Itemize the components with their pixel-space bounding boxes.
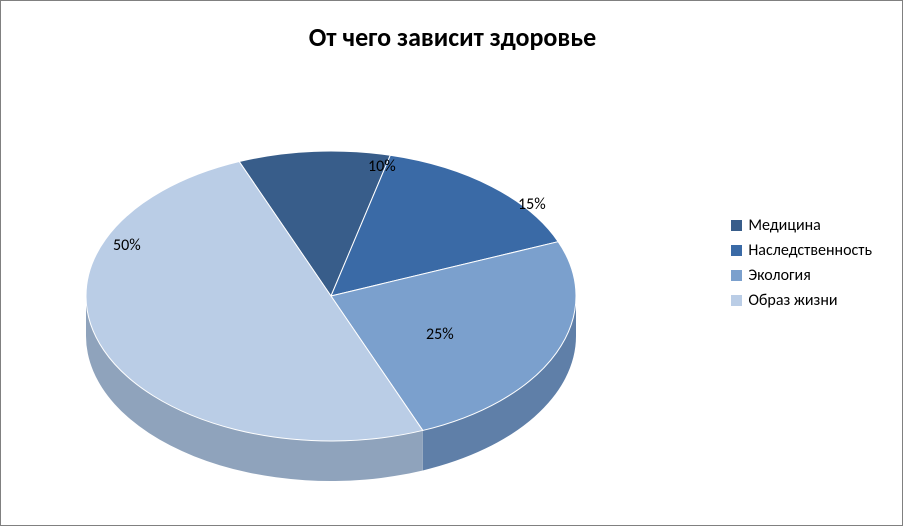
- legend-swatch: [731, 220, 742, 231]
- slice-percent-label: 10%: [368, 157, 396, 176]
- legend-item: Наследственность: [731, 241, 872, 260]
- legend-label: Медицина: [748, 216, 821, 235]
- slice-percent-label: 15%: [518, 195, 546, 214]
- legend: Медицина Наследственность Экология Образ жи…: [731, 210, 872, 316]
- legend-item: Медицина: [731, 216, 872, 235]
- legend-label: Образ жизни: [748, 291, 837, 310]
- legend-item: Экология: [731, 266, 872, 285]
- legend-swatch: [731, 295, 742, 306]
- legend-swatch: [731, 245, 742, 256]
- legend-item: Образ жизни: [731, 291, 872, 310]
- slice-percent-label: 50%: [113, 236, 141, 255]
- legend-swatch: [731, 270, 742, 281]
- legend-label: Экология: [748, 266, 810, 285]
- legend-label: Наследственность: [748, 241, 872, 260]
- chart-frame: От чего зависит здоровье МедицинаНаследс…: [0, 0, 903, 526]
- slice-percent-label: 25%: [426, 325, 454, 344]
